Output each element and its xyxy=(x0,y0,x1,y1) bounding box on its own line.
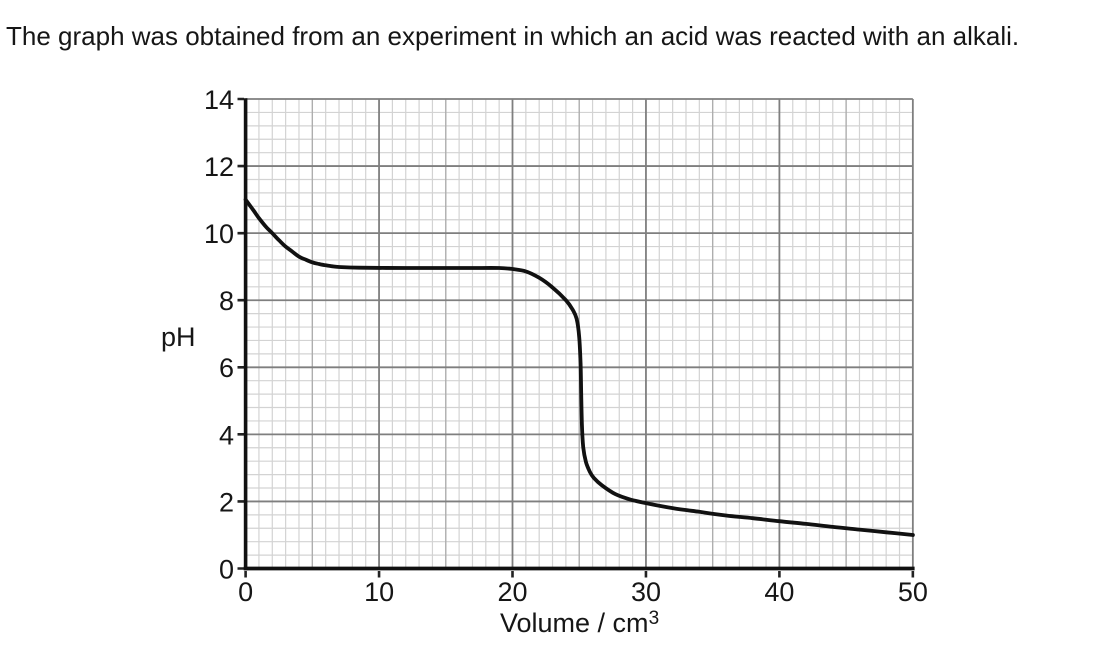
svg-text:30: 30 xyxy=(631,577,661,607)
svg-text:0: 0 xyxy=(219,554,234,584)
svg-text:0: 0 xyxy=(238,577,253,607)
svg-text:20: 20 xyxy=(497,577,527,607)
svg-text:12: 12 xyxy=(204,152,234,182)
svg-text:10: 10 xyxy=(204,219,234,249)
svg-text:6: 6 xyxy=(219,353,234,383)
svg-text:pH: pH xyxy=(161,322,196,352)
svg-text:50: 50 xyxy=(898,577,928,607)
svg-text:8: 8 xyxy=(219,286,234,316)
svg-text:10: 10 xyxy=(364,577,394,607)
svg-text:14: 14 xyxy=(204,85,234,115)
svg-text:40: 40 xyxy=(764,577,794,607)
svg-text:4: 4 xyxy=(219,420,234,450)
svg-text:2: 2 xyxy=(219,487,234,517)
svg-text:Volume / cm3: Volume / cm3 xyxy=(500,608,659,638)
